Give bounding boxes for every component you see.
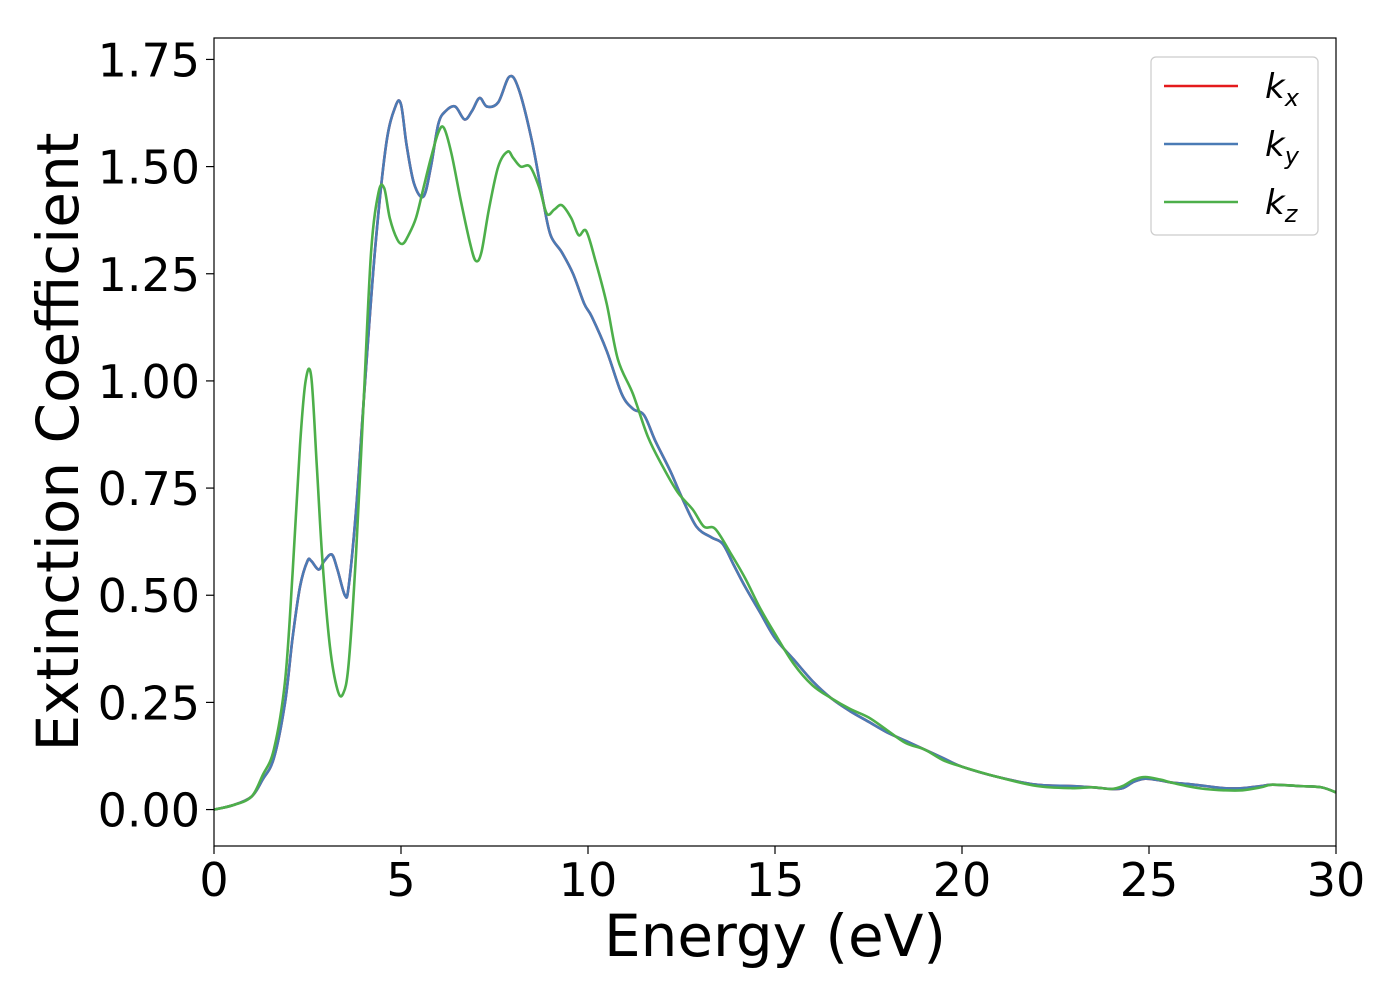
x-tick-label: 30 [1307, 853, 1366, 907]
series-line-z [214, 125, 1336, 811]
x-tick-label: 10 [559, 853, 618, 907]
x-tick-label: 0 [199, 853, 228, 907]
x-tick-label: 5 [386, 853, 415, 907]
legend-label-z: kz [1265, 183, 1299, 228]
y-axis: 0.00 0.25 0.50 0.75 1.00 1.25 1.50 1.75 [98, 33, 214, 838]
legend-label-x: kx [1265, 67, 1300, 112]
x-axis-label: Energy (eV) [604, 902, 946, 970]
y-tick-label: 1.25 [98, 248, 200, 302]
legend: kx ky kz [1150, 56, 1319, 236]
x-tick-label: 20 [933, 853, 992, 907]
x-axis: 0 5 10 15 20 25 30 [199, 846, 1365, 907]
legend-label-y: ky [1265, 125, 1300, 170]
y-tick-label: 0.75 [98, 462, 200, 516]
y-tick-label: 1.75 [98, 33, 200, 87]
x-tick-label: 25 [1120, 853, 1179, 907]
x-tick-label: 15 [746, 853, 805, 907]
series-layer [214, 74, 1336, 811]
y-tick-label: 1.50 [98, 141, 200, 195]
legend-box [1150, 56, 1319, 236]
y-tick-label: 0.50 [98, 569, 200, 623]
y-axis-label: Extinction Coefficient [24, 133, 92, 752]
y-tick-label: 0.25 [98, 676, 200, 730]
y-tick-label: 1.00 [98, 355, 200, 409]
y-tick-label: 0.00 [98, 784, 200, 838]
